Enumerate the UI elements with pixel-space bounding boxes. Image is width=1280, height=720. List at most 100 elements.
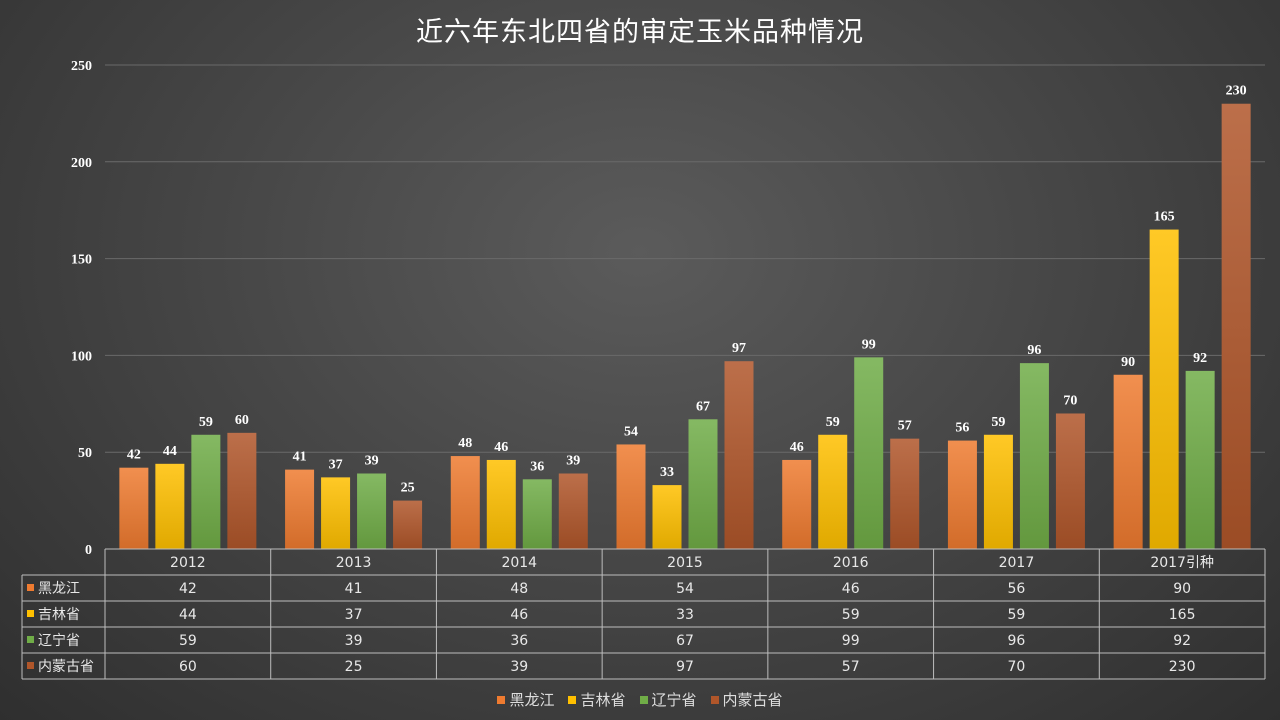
x-tick-label: 2017	[999, 555, 1035, 571]
data-label: 70	[1063, 393, 1077, 408]
legend-label: 吉林省	[580, 691, 626, 709]
table-cell: 39	[510, 659, 528, 675]
y-tick-label: 250	[71, 59, 92, 74]
table-cell: 39	[345, 633, 363, 649]
legend-swatch	[639, 695, 648, 704]
table-cell: 42	[179, 581, 197, 597]
bar	[227, 432, 257, 549]
x-tick-label: 2013	[336, 555, 372, 571]
bars	[119, 103, 1251, 549]
data-label: 96	[1027, 343, 1041, 358]
bar	[119, 467, 149, 549]
y-tick-label: 150	[71, 253, 92, 268]
bar	[1055, 413, 1085, 549]
table-cell: 59	[179, 633, 197, 649]
bar	[191, 434, 221, 549]
bar	[1185, 370, 1215, 549]
data-label: 39	[566, 453, 580, 468]
table-legend-swatch	[27, 610, 34, 617]
bar	[983, 434, 1013, 549]
data-label: 67	[696, 399, 710, 414]
legend-item: 吉林省	[568, 689, 626, 710]
legend-item: 辽宁省	[639, 689, 697, 710]
data-label: 60	[235, 413, 249, 428]
data-label: 57	[898, 419, 912, 434]
legend-item: 黑龙江	[497, 689, 554, 710]
table-cell: 54	[676, 581, 694, 597]
legend-label: 黑龙江	[509, 691, 555, 709]
y-tick-label: 200	[71, 156, 92, 171]
legend-item: 内蒙古省	[710, 689, 783, 710]
data-label: 44	[163, 444, 177, 459]
data-label: 36	[530, 459, 544, 474]
data-label: 46	[494, 440, 508, 455]
table-cell: 90	[1173, 581, 1191, 597]
data-label: 37	[329, 457, 343, 472]
table-series-name: 内蒙古省	[38, 659, 94, 675]
bar	[393, 500, 423, 549]
data-label: 59	[826, 415, 840, 430]
bar	[947, 440, 977, 549]
table-cell: 37	[345, 607, 363, 623]
table-series-name: 辽宁省	[38, 632, 80, 649]
x-tick-label: 2012	[170, 555, 206, 571]
data-label: 230	[1226, 84, 1247, 99]
bar	[1019, 363, 1049, 549]
data-label: 41	[293, 450, 307, 465]
bar	[1149, 229, 1179, 549]
legend-label: 内蒙古省	[722, 691, 783, 709]
table-cell: 25	[345, 659, 363, 675]
table-cell: 230	[1169, 659, 1196, 675]
table-series-name: 吉林省	[38, 607, 80, 623]
table-cell: 70	[1008, 659, 1026, 675]
data-label: 97	[732, 341, 746, 356]
data-label: 90	[1121, 355, 1135, 370]
table-cell: 41	[345, 581, 363, 597]
table-cell: 57	[842, 659, 860, 675]
table-cell: 48	[510, 581, 528, 597]
data-label: 33	[660, 465, 674, 480]
bar	[155, 463, 185, 549]
data-label: 39	[365, 453, 379, 468]
table-cell: 33	[676, 607, 694, 623]
table-series-name: 黑龙江	[38, 581, 80, 597]
data-label: 48	[458, 436, 472, 451]
bar	[1221, 103, 1251, 549]
y-tick-label: 100	[71, 349, 92, 364]
y-axis-ticks: 0 50 100 150 200 250	[71, 59, 92, 558]
bar	[357, 473, 387, 549]
bar	[285, 469, 315, 549]
y-tick-label: 50	[78, 446, 92, 461]
bar	[652, 485, 682, 549]
bar	[854, 357, 884, 549]
x-tick-label: 2017引种	[1150, 555, 1214, 571]
table-cell: 46	[842, 581, 860, 597]
table-cell: 96	[1008, 633, 1026, 649]
y-tick-label: 0	[85, 543, 92, 558]
table-cell: 44	[179, 607, 197, 623]
chart-title: 近六年东北四省的审定玉米品种情况	[416, 17, 864, 48]
data-labels: 42 44 59 60 41 37 39 25 48 46 36 39 54 33 67 97 46 59 99 57…	[127, 84, 1247, 496]
x-tick-label: 2015	[667, 555, 703, 571]
table-cell: 97	[676, 659, 694, 675]
legend-swatch	[497, 695, 506, 704]
table-cell: 99	[842, 633, 860, 649]
bar	[321, 477, 351, 549]
table-cell: 59	[842, 607, 860, 623]
data-label: 54	[624, 424, 638, 439]
table-cell: 165	[1169, 607, 1196, 623]
data-label: 42	[127, 448, 141, 463]
table-legend-swatch	[27, 584, 34, 591]
bar	[558, 473, 588, 549]
table-cell: 60	[179, 659, 197, 675]
legend: 黑龙江 吉林省 辽宁省 内蒙古省	[0, 689, 1280, 710]
legend-swatch	[568, 695, 577, 704]
data-label: 165	[1154, 210, 1175, 225]
legend-swatch	[710, 695, 719, 704]
table-cell: 59	[1008, 607, 1026, 623]
data-label: 59	[199, 415, 213, 430]
bar	[616, 444, 646, 549]
table-legend-swatch	[27, 636, 34, 643]
